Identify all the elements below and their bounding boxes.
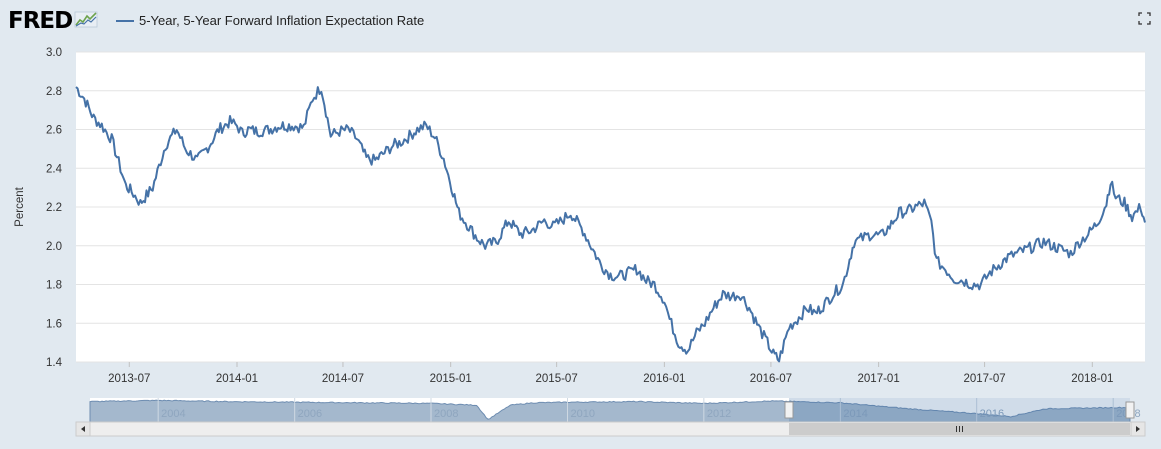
brand-name: FRED: [8, 8, 73, 34]
fred-logo[interactable]: FRED: [8, 7, 98, 35]
y-tick-label: 3.0: [46, 47, 62, 59]
y-tick-label: 1.8: [46, 280, 62, 292]
y-tick-label: 1.6: [46, 318, 62, 330]
legend-label: 5-Year, 5-Year Forward Inflation Expecta…: [139, 13, 425, 28]
navigator-handle-left[interactable]: [784, 401, 794, 419]
y-tick-label: 2.8: [46, 86, 62, 98]
x-tick-label: 2017-01: [858, 373, 900, 385]
navigator-label: 2006: [298, 408, 322, 420]
navigator-label: 2012: [707, 408, 731, 420]
chart-legend: 5-Year, 5-Year Forward Inflation Expecta…: [116, 13, 424, 28]
legend-swatch: [116, 19, 134, 22]
x-axis-ticks: 2013-07 2014-01 2014-07 2015-01 2015-07 2016-…: [108, 362, 1113, 385]
x-tick-label: 2015-07: [536, 373, 578, 385]
navigator-label: 2004: [161, 408, 185, 420]
series-line: [75, 86, 1146, 363]
scroll-left-button[interactable]: [75, 421, 91, 437]
y-tick-label: 2.0: [46, 241, 62, 253]
navigator[interactable]: 20042006200820102012201420162018: [89, 398, 1141, 423]
y-axis-ticks: 1.4 1.6 1.8 2.0 2.2 2.4 2.6 2.8 3.0: [46, 47, 63, 369]
fred-line-chart-icon: [74, 9, 98, 34]
scroll-right-button[interactable]: [1130, 421, 1146, 437]
navigator-selection[interactable]: [789, 398, 1130, 422]
y-tick-label: 2.2: [46, 202, 62, 214]
x-tick-label: 2013-07: [108, 373, 150, 385]
x-tick-label: 2018-01: [1071, 373, 1113, 385]
y-tick-label: 2.6: [46, 125, 62, 137]
y-tick-label: 1.4: [46, 357, 63, 369]
navigator-label: 2014: [843, 408, 867, 420]
navigator-label: 2016: [980, 408, 1004, 420]
y-tick-label: 2.4: [46, 163, 63, 175]
grid-lines: [76, 51, 1145, 363]
fullscreen-icon[interactable]: [1138, 12, 1151, 25]
x-tick-label: 2016-01: [643, 373, 685, 385]
x-tick-label: 2016-07: [750, 373, 792, 385]
navigator-series-area: [89, 399, 1131, 423]
navigator-label: 2008: [434, 408, 458, 420]
x-tick-label: 2015-01: [430, 373, 472, 385]
navigator-label: 2010: [571, 408, 595, 420]
y-axis-label: Percent: [14, 186, 26, 226]
x-tick-label: 2017-07: [963, 373, 1005, 385]
navigator-handle-right[interactable]: [1125, 401, 1135, 419]
x-tick-label: 2014-07: [322, 373, 364, 385]
scrollbar-grip-icon: [955, 426, 963, 432]
scrollbar[interactable]: [75, 421, 1146, 437]
x-tick-label: 2014-01: [216, 373, 258, 385]
